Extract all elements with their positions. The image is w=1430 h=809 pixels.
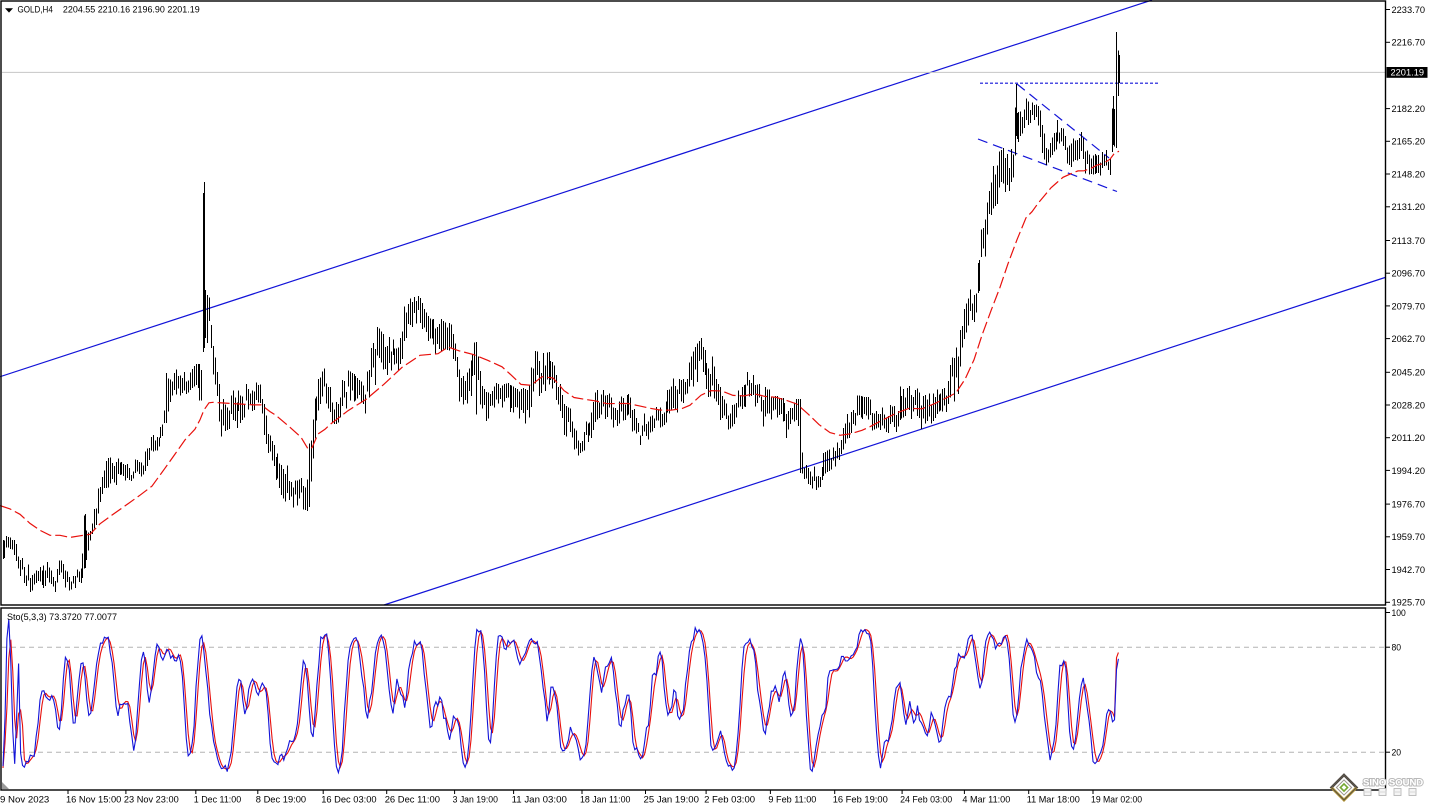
svg-text:16 Feb 19:00: 16 Feb 19:00: [833, 795, 888, 806]
svg-text:SINO SOUND: SINO SOUND: [1363, 778, 1423, 789]
svg-text:2028.20: 2028.20: [1392, 400, 1426, 411]
svg-text:16 Nov 15:00: 16 Nov 15:00: [66, 795, 121, 806]
svg-text:SINO SOUND: SINO SOUND: [1363, 778, 1423, 789]
svg-text:2 Feb 03:00: 2 Feb 03:00: [704, 795, 755, 806]
svg-text:9 Feb 11:00: 9 Feb 11:00: [768, 795, 816, 806]
svg-text:1976.70: 1976.70: [1392, 500, 1426, 511]
svg-text:GOLD,H4: GOLD,H4: [18, 5, 53, 16]
svg-text:2079.70: 2079.70: [1392, 301, 1426, 312]
svg-text:2045.20: 2045.20: [1392, 368, 1426, 379]
svg-text:100: 100: [1392, 608, 1406, 619]
svg-text:2148.20: 2148.20: [1392, 169, 1426, 180]
svg-text:4 Mar 11:00: 4 Mar 11:00: [962, 795, 1010, 806]
svg-text:2165.20: 2165.20: [1392, 137, 1426, 148]
svg-text:23 Nov 23:00: 23 Nov 23:00: [124, 795, 179, 806]
svg-text:1994.20: 1994.20: [1392, 466, 1426, 477]
svg-text:Sto(5,3,3) 73.3720 77.0077: Sto(5,3,3) 73.3720 77.0077: [7, 612, 117, 623]
svg-text:1925.70: 1925.70: [1392, 598, 1426, 609]
svg-text:2216.70: 2216.70: [1392, 38, 1426, 49]
svg-text:18 Jan 11:00: 18 Jan 11:00: [580, 795, 630, 806]
svg-text:2096.70: 2096.70: [1392, 269, 1426, 280]
svg-text:1942.70: 1942.70: [1392, 565, 1426, 576]
svg-text:3 Jan 19:00: 3 Jan 19:00: [453, 795, 498, 806]
svg-text:19 Mar 02:00: 19 Mar 02:00: [1091, 795, 1142, 806]
svg-text:26 Dec 11:00: 26 Dec 11:00: [385, 795, 440, 806]
svg-text:2113.70: 2113.70: [1392, 236, 1426, 247]
svg-text:16 Dec 03:00: 16 Dec 03:00: [321, 795, 376, 806]
svg-text:25 Jan 19:00: 25 Jan 19:00: [644, 795, 699, 806]
svg-text:2204.55 2210.16 2196.90 2201.1: 2204.55 2210.16 2196.90 2201.19: [63, 5, 200, 16]
svg-text:24 Feb 03:00: 24 Feb 03:00: [900, 795, 952, 806]
svg-text:1959.70: 1959.70: [1392, 532, 1426, 543]
svg-text:2131.20: 2131.20: [1392, 202, 1426, 213]
svg-text:2011.20: 2011.20: [1392, 433, 1426, 444]
svg-text:9 Nov 2023: 9 Nov 2023: [0, 795, 49, 806]
svg-text:2182.20: 2182.20: [1392, 104, 1426, 115]
svg-text:1 Dec 11:00: 1 Dec 11:00: [194, 795, 241, 806]
svg-text:80: 80: [1392, 643, 1402, 654]
svg-text:11 Jan 03:00: 11 Jan 03:00: [512, 795, 567, 806]
svg-text:11 Mar 18:00: 11 Mar 18:00: [1027, 795, 1080, 806]
svg-text:20: 20: [1392, 748, 1402, 759]
svg-text:2201.19: 2201.19: [1391, 68, 1425, 79]
svg-text:2062.70: 2062.70: [1392, 334, 1426, 345]
svg-text:2233.70: 2233.70: [1392, 5, 1426, 16]
svg-text:8 Dec 19:00: 8 Dec 19:00: [256, 795, 306, 806]
